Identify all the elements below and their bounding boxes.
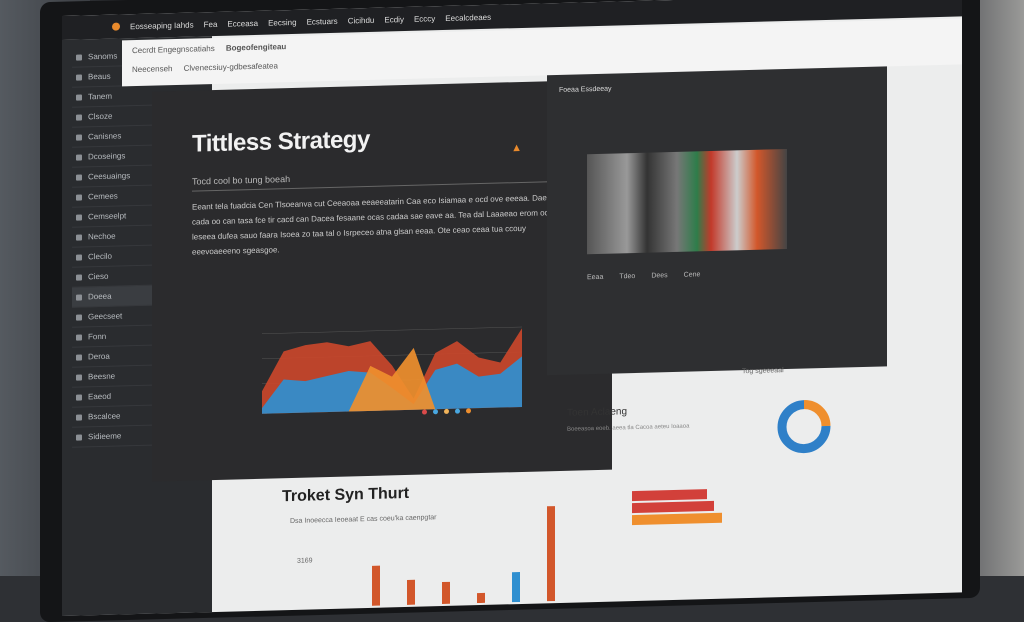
sidebar-item-label: Tanem (88, 91, 113, 102)
bar (547, 506, 555, 602)
app-title: Eosseaping Iahds (130, 20, 194, 31)
media-panel: Foeaa Essdeeay Eeaa Tdeo Dees Cene (547, 66, 887, 376)
sidebar-item-icon (76, 373, 82, 381)
sidebar-item-icon (76, 433, 82, 441)
sidebar-item-icon (76, 73, 82, 81)
breadcrumb[interactable]: Cecrdt Engegnscatiahs (132, 44, 215, 56)
pagination-dot[interactable] (433, 409, 438, 415)
sidebar-item-icon (76, 393, 82, 401)
sidebar-item-label: Ceesuaings (88, 171, 131, 182)
sidebar-item-icon (76, 213, 82, 221)
bar (512, 572, 520, 603)
breadcrumb-current[interactable]: Bogeofengiteau (225, 42, 287, 53)
menu-item[interactable]: Ecceasa (227, 18, 259, 29)
monitor-screen: Eosseaping Iahds Fea Ecceasa Eecsing Ecs… (62, 0, 962, 616)
area-chart (262, 326, 522, 414)
donut-title: Tog sgeeeaal (742, 367, 784, 376)
menu-item[interactable]: Eecsing (268, 17, 297, 28)
legend-item: Eeaa (587, 273, 604, 282)
sidebar-item-label: Sanoms (88, 51, 118, 62)
url-field[interactable]: Clvenecsiuy-gdbesafeatea (183, 61, 278, 73)
sidebar-item-icon (76, 333, 82, 341)
sidebar-item-label: Clecilo (88, 251, 113, 262)
sidebar-item-label: Cemees (88, 191, 118, 202)
activity-title: Toen Aclaeng (567, 406, 628, 419)
sidebar-item-icon (76, 173, 82, 181)
menu-item[interactable]: Eecalcdeaes (445, 12, 492, 23)
alert-triangle-icon[interactable]: ▲ (511, 141, 522, 155)
donut-slice (777, 400, 831, 454)
sidebar-item-label: Sidieeme (88, 431, 122, 442)
hbar (632, 512, 722, 526)
sidebar-item-label: Clsoze (88, 111, 113, 122)
pagination-dot[interactable] (444, 408, 449, 414)
gridline (262, 326, 522, 335)
legend-item: Dees (651, 272, 668, 280)
legend-item: Tdeo (619, 272, 636, 281)
panel-subtitle: Tocd cool bo tung boeah (192, 166, 572, 192)
sidebar-item-icon (76, 193, 82, 201)
sidebar-item-icon (76, 133, 82, 141)
bar (442, 581, 450, 605)
sidebar-item-icon (76, 273, 82, 281)
area-series (262, 347, 522, 414)
bar (477, 592, 485, 604)
sidebar-item-icon (76, 233, 82, 241)
sidebar-item-label: Doeea (88, 291, 112, 302)
legend-item: Cene (683, 271, 701, 279)
sidebar-item-label: Eaeod (88, 391, 112, 402)
bar (372, 565, 380, 606)
sidebar-item-label: Geecseet (88, 311, 123, 322)
sidebar-item-label: Deroa (88, 351, 110, 362)
pagination-dot[interactable] (422, 409, 427, 415)
menu-item[interactable]: Fea (203, 19, 218, 29)
tab-label[interactable]: Neecenseh (132, 64, 173, 75)
donut-slice (803, 400, 831, 427)
sidebar-item-label: Canisnes (88, 131, 122, 142)
y-tick: 3169 (297, 557, 313, 565)
area-series (262, 356, 522, 414)
pagination-dot[interactable] (466, 408, 471, 414)
bar-chart (372, 506, 555, 606)
sidebar-item-label: Bscalcee (88, 411, 121, 422)
sidebar-item-label: Cemseelpt (88, 211, 127, 222)
sidebar-item-icon (76, 153, 82, 161)
panel2-title: Foeaa Essdeeay (559, 85, 612, 94)
sidebar-item-icon (76, 293, 82, 301)
menu-item[interactable]: Ecdiy (384, 14, 404, 25)
strategy-panel: Tittless Strategy ▲ Tocd cool bo tung bo… (152, 79, 612, 482)
panel-body: Eeant tela fuadcia Cen Tlsoeanva cut Cee… (192, 192, 560, 257)
photo-thumbnail[interactable] (587, 149, 787, 255)
bar-chart-section: Troket Syn Thurt Dsa Inoeecca Ieoeaat E … (212, 460, 962, 616)
menu-item[interactable]: Cicihdu (347, 15, 375, 26)
hbar (632, 500, 714, 514)
menu-item[interactable]: Ecstuars (306, 16, 338, 27)
bar (407, 579, 415, 605)
pagination-dot[interactable] (455, 408, 460, 414)
sidebar-item-label: Dcoseings (88, 151, 126, 162)
sidebar-item-label: Fonn (88, 331, 107, 342)
hbar (632, 489, 707, 502)
sidebar-item-label: Beesne (88, 371, 116, 382)
sidebar-item-icon (76, 93, 82, 101)
horizontal-bar-chart (632, 489, 722, 526)
sidebar-item-label: Beaus (88, 71, 111, 82)
sidebar-item-icon (76, 113, 82, 121)
donut-chart (777, 400, 831, 454)
sidebar-item-icon (76, 313, 82, 321)
menu-item[interactable]: Ecccy (413, 13, 436, 24)
sidebar-item-icon (76, 353, 82, 361)
sidebar-item-icon (76, 413, 82, 421)
sidebar-item-label: Cieso (88, 271, 109, 282)
sidebar-item-label: Nechoe (88, 231, 116, 242)
sidebar-item-icon (76, 53, 82, 61)
sidebar-item-icon (76, 253, 82, 261)
app-logo-icon (112, 22, 120, 31)
